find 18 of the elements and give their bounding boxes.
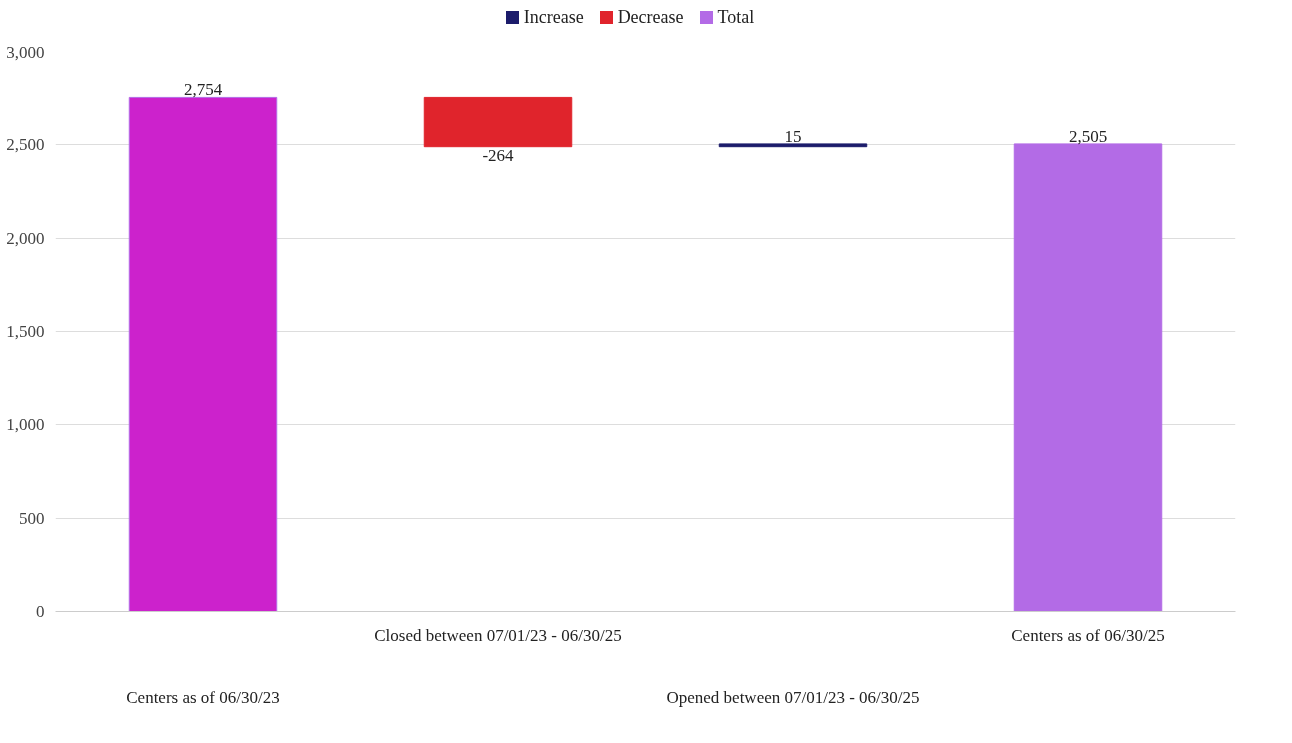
y-tick-label: 2,500 <box>6 135 45 155</box>
y-tick-label: 1,500 <box>6 322 45 341</box>
y-tick-label: 1,000 <box>6 415 45 435</box>
y-tick-label: 3,000 <box>6 42 45 62</box>
data-label: 2,505 <box>1068 126 1108 146</box>
legend-label: Decrease <box>616 6 684 29</box>
x-tick-label: Centers as of 06/30/25 <box>1011 625 1165 645</box>
legend-label: Increase <box>522 6 584 29</box>
data-label: -264 <box>482 145 515 165</box>
y-tick-label: 500 <box>19 508 45 528</box>
x-tick-label: Opened between 07/01/23 - 06/30/25 <box>666 687 920 707</box>
data-label: 2,754 <box>183 80 223 100</box>
x-tick-label: Centers as of 06/30/23 <box>126 687 280 707</box>
y-tick-label: 2,000 <box>6 228 45 248</box>
y-tick-label: 0 <box>36 602 45 621</box>
data-label: 15 <box>784 126 802 146</box>
legend-label: Total <box>716 6 755 29</box>
x-tick-label: Closed between 07/01/23 - 06/30/25 <box>374 625 622 645</box>
